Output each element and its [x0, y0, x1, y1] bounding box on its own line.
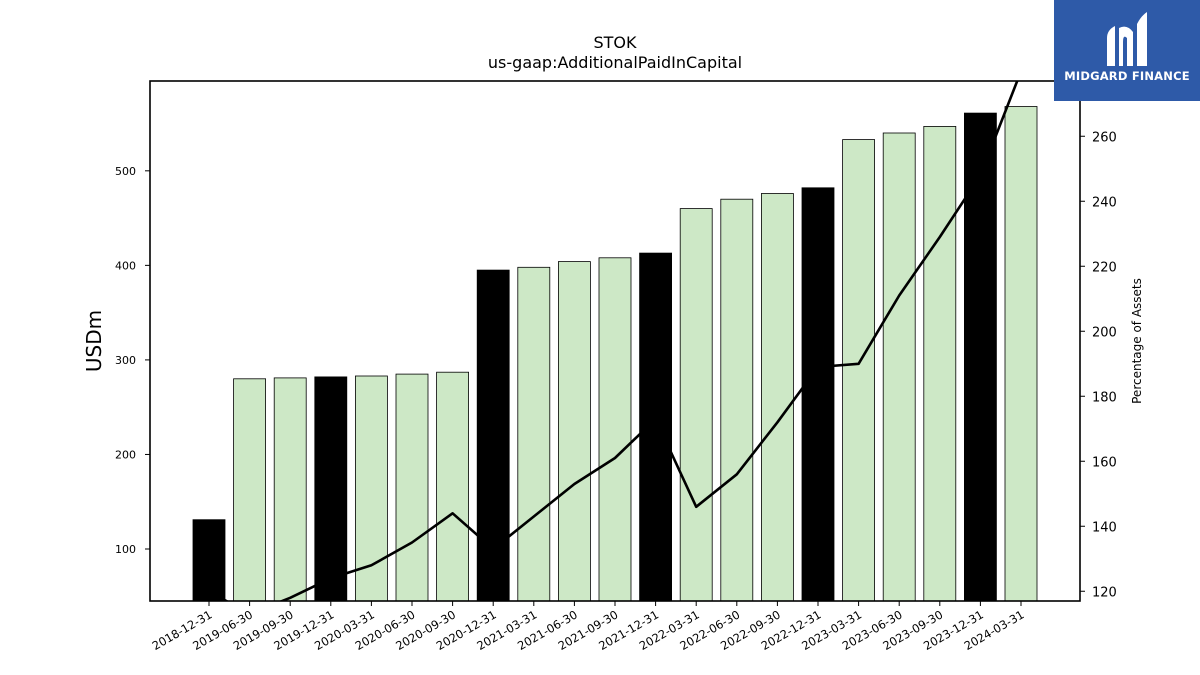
x-axis: 2018-12-312019-06-302019-09-302019-12-31… [150, 601, 1027, 653]
bar-2021-03-31 [517, 266, 551, 601]
bar-2022-06-30 [720, 198, 754, 601]
y-tick-label: 300 [115, 354, 136, 367]
left-axis: 100 200 300 400 500 [115, 165, 150, 556]
right-axis: 120 140 160 180 200 220 240 260 [1080, 130, 1117, 600]
chart-title: STOK [593, 33, 637, 52]
bar-2022-03-31 [679, 208, 713, 601]
y2-tick-label: 220 [1092, 260, 1117, 275]
y2-tick-label: 240 [1092, 195, 1117, 210]
y-tick-label: 200 [115, 448, 136, 461]
bar-2019-09-30 [273, 377, 307, 601]
y2-tick-label: 200 [1092, 325, 1117, 340]
line-series [208, 81, 1019, 601]
bar-2020-03-31 [354, 375, 388, 601]
bar-2024-03-31 [1004, 106, 1038, 601]
bar-2022-09-30 [761, 193, 794, 601]
brand-logo: MIDGARD FINANCE [1054, 0, 1200, 101]
bar-2019-06-30 [233, 378, 267, 601]
bar-2021-09-30 [598, 257, 632, 601]
bar-2023-09-30 [923, 126, 957, 601]
bar-series [192, 106, 1038, 601]
bar-2020-12-31 [476, 269, 510, 601]
y2-tick-label: 260 [1092, 130, 1117, 145]
y2-tick-label: 160 [1092, 455, 1117, 470]
bar-2023-12-31 [964, 112, 997, 601]
bar-2019-12-31 [314, 376, 348, 601]
bar-2022-12-31 [801, 187, 835, 601]
y-axis-label: USDm [82, 310, 106, 372]
logo-mark-icon [1107, 12, 1147, 67]
bar-2023-06-30 [882, 132, 916, 601]
bar-2023-03-31 [842, 139, 875, 601]
bar-2018-12-31 [192, 519, 226, 601]
bar-2020-06-30 [395, 373, 429, 601]
logo-text: MIDGARD FINANCE [1064, 69, 1190, 83]
percentage-line [208, 81, 1019, 601]
y2-tick-label: 140 [1092, 520, 1117, 535]
chart-subtitle: us-gaap:AdditionalPaidInCapital [488, 53, 742, 72]
y-tick-label: 400 [115, 259, 136, 272]
y-tick-label: 100 [115, 543, 136, 556]
y2-axis-label: Percentage of Assets [1130, 278, 1144, 404]
bar-2021-12-31 [639, 252, 672, 601]
y2-tick-label: 180 [1092, 390, 1117, 405]
y-tick-label: 500 [115, 165, 136, 178]
bar-2020-09-30 [436, 371, 470, 601]
bar-2021-06-30 [558, 261, 591, 601]
y2-tick-label: 120 [1092, 585, 1117, 600]
